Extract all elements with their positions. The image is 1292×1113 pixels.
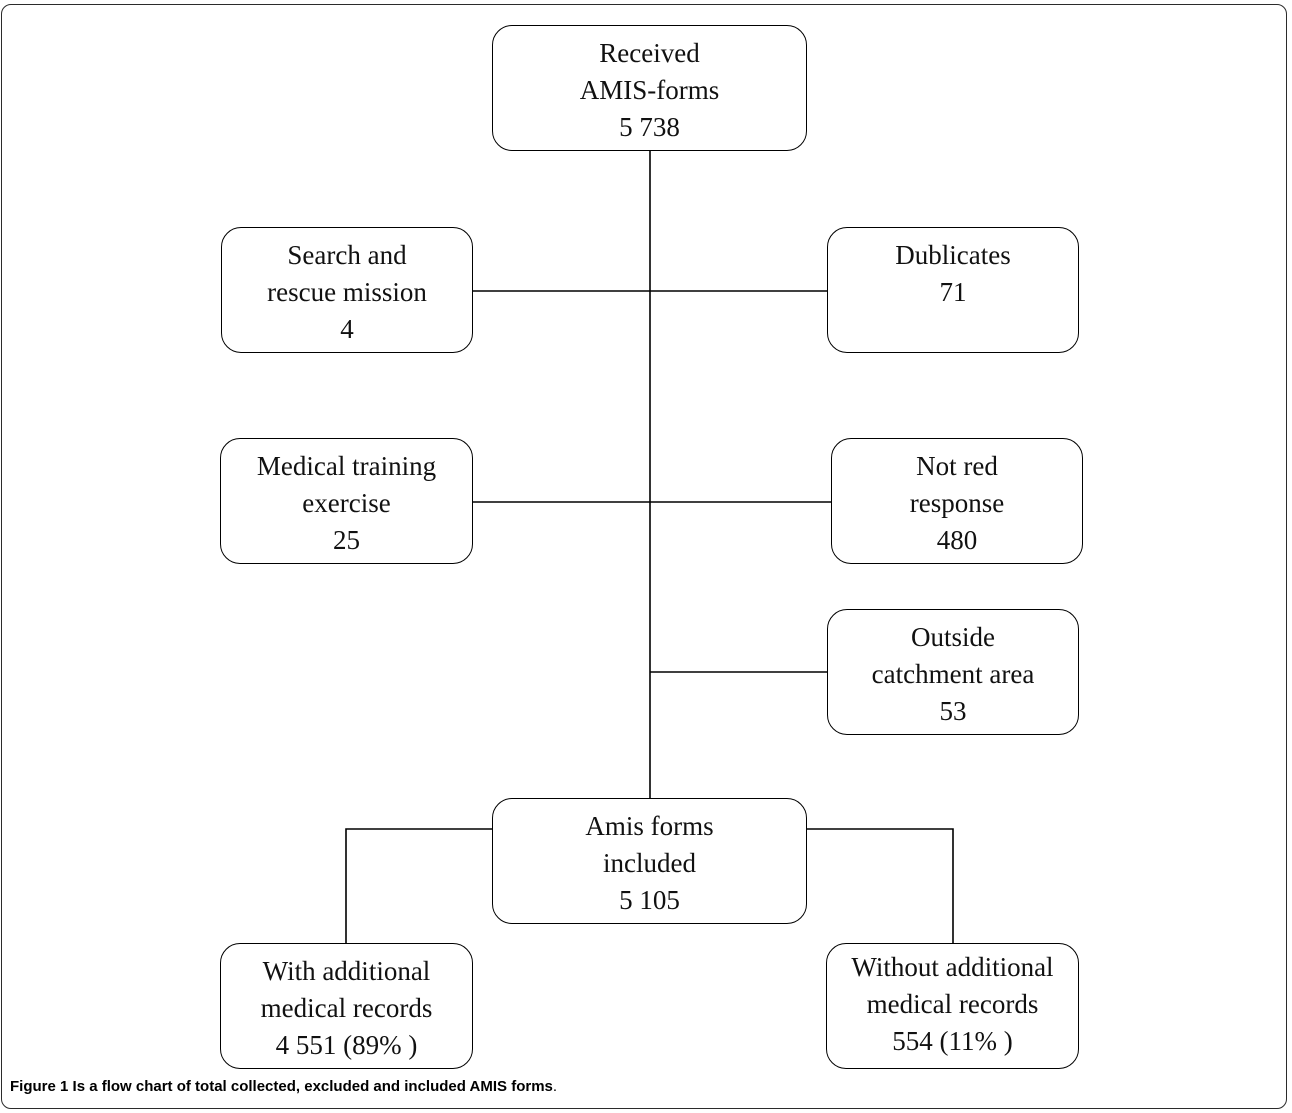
with-records-label-2: medical records [260,993,433,1023]
without-records-count: 554 (11% ) [892,1026,1013,1056]
search-rescue-label-2: rescue mission [267,277,427,307]
not-red-count: 480 [936,525,978,555]
duplicates-box: Dublicates 71 [827,227,1079,353]
outside-label-2: catchment area [871,659,1035,689]
search-rescue-count: 4 [340,314,354,344]
received-forms-box: Received AMIS-forms 5 738 [492,25,807,151]
branch-with-records [345,828,493,944]
outside-catchment-box: Outside catchment area 53 [827,609,1079,735]
training-label-1: Medical training [256,451,437,481]
caption-suffix: . [552,1078,558,1095]
with-records-count: 4 551 (89% ) [275,1030,418,1060]
without-records-label-2: medical records [866,989,1039,1019]
included-count: 5 105 [619,885,680,915]
caption-text: Is a flow chart of total collected, excl… [68,1078,553,1095]
caption-label: Figure 1 [10,1078,69,1095]
not-red-label-2: response [909,488,1005,518]
with-records-label-1: With additional [262,956,431,986]
training-label-2: exercise [302,488,391,518]
figure-frame [1,4,1287,1109]
branch-without-records [806,828,954,944]
received-label-1: Received [599,38,700,68]
search-rescue-label-1: Search and [287,240,407,270]
duplicates-count: 71 [939,277,967,307]
received-count: 5 738 [619,112,680,142]
received-label-2: AMIS-forms [579,75,720,105]
included-label-2: included [603,848,696,878]
search-rescue-box: Search and rescue mission 4 [221,227,473,353]
outside-label-1: Outside [911,622,995,652]
not-red-label-1: Not red [916,451,998,481]
training-count: 25 [333,525,360,555]
without-records-label-1: Without additional [851,952,1054,982]
without-records-box: Without additional medical records 554 (… [826,943,1079,1069]
figure-caption: Figure 1 Is a flow chart of total collec… [10,1078,557,1095]
with-records-box: With additional medical records 4 551 (8… [220,943,473,1069]
training-exercise-box: Medical training exercise 25 [220,438,473,564]
not-red-response-box: Not red response 480 [831,438,1083,564]
outside-count: 53 [939,696,967,726]
duplicates-label: Dublicates [895,240,1011,270]
included-forms-box: Amis forms included 5 105 [492,798,807,924]
included-label-1: Amis forms [585,811,714,841]
